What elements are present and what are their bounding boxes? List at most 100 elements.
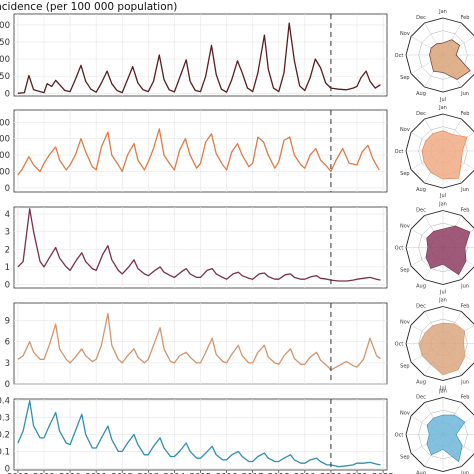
radar-month-label: Jan: [438, 9, 447, 15]
y-tick-label: 200: [0, 21, 10, 31]
radar-month-label: Feb: [461, 207, 470, 213]
x-tick-label: 2008: [7, 473, 29, 474]
y-tick-label: 6: [5, 338, 10, 348]
radar-3: JanFebMarAprMayJunJulAugSepOctNovDec: [395, 202, 474, 296]
radar-month-label: Sep: [400, 364, 409, 370]
radar-2: JanFebMarAprMayJunJulAugSepOctNovDec: [395, 105, 474, 199]
radar-month-label: Jan: [438, 105, 447, 111]
y-tick-label: 200: [0, 151, 10, 161]
radar-month-label: Jun: [460, 284, 469, 290]
y-tick-label: 0: [5, 184, 10, 194]
radar-month-label: Aug: [416, 91, 426, 97]
radar-month-label: Jun: [460, 471, 469, 474]
radar-month-label: Nov: [400, 224, 410, 230]
radar-month-label: Nov: [400, 127, 410, 133]
x-tick-label: 2010: [59, 473, 81, 474]
radar-month-label: Jun: [460, 91, 469, 97]
y-tick-label: 100: [0, 55, 10, 65]
radar-month-label: Feb: [461, 303, 470, 309]
radar-month-label: Dec: [416, 303, 426, 309]
radar-month-label: Jan: [438, 389, 447, 395]
seasonality-radars: JanFebMarAprMayJunJulAugSepOctNovDecJanF…: [395, 9, 474, 474]
radar-month-label: Oct: [395, 433, 404, 439]
x-tick-label: 2017: [242, 473, 264, 474]
radar-month-label: Jan: [438, 202, 447, 208]
radar-season-shape: [421, 130, 468, 180]
radar-month-label: Nov: [400, 411, 410, 417]
radar-month-label: Feb: [461, 394, 470, 400]
y-tick-label: 300: [0, 135, 10, 145]
radar-month-label: Dec: [416, 15, 426, 21]
y-axis-label: Incidence (per 100 000 population): [0, 1, 177, 13]
x-tick-label: 2013: [138, 473, 160, 474]
radar-month-label: Jan: [438, 298, 447, 304]
panel-1: 0 50 100 150 200: [0, 13, 388, 99]
radar-month-label: Nov: [400, 320, 410, 326]
radar-month-label: Sep: [400, 75, 409, 81]
radar-month-label: Sep: [400, 268, 409, 274]
radar-month-label: Sep: [400, 171, 409, 177]
radar-1: JanFebMarAprMayJunJulAugSepOctNovDec: [395, 9, 474, 103]
y-tick-label: 9: [5, 317, 10, 327]
series-line-1: [17, 22, 381, 94]
x-axis-ticks: 2008 2009 2010 2011 2012 2013 2014 2015 2016 2017…: [7, 470, 394, 474]
x-tick-label: 2015: [190, 473, 212, 474]
radar-month-label: Feb: [461, 15, 470, 21]
x-tick-label: 2022: [372, 473, 394, 474]
radar-month-label: Oct: [395, 53, 404, 59]
y-tick-label: 0.1: [0, 447, 10, 457]
series-line-3: [17, 208, 381, 282]
radar-month-label: Aug: [416, 187, 426, 193]
x-tick-label: 2009: [33, 473, 55, 474]
y-tick-label: 0.3: [0, 414, 10, 424]
panel-5: 0 0.1 0.2 0.3 0.4: [0, 397, 388, 474]
radar-5: JanFebMarAprMayJunJulAugSepOctNovDec: [395, 389, 474, 474]
radar-month-label: Dec: [416, 111, 426, 117]
radar-month-label: Oct: [395, 246, 404, 252]
radar-season-shape: [419, 322, 466, 376]
y-tick-label: 2: [5, 245, 10, 255]
radar-month-label: Jul: [439, 290, 446, 296]
radar-month-label: Oct: [395, 342, 404, 348]
time-series-panels: 0 50 100 150 200 0 100 200 300 400 0 1 2 3 4 0 3 6 9 0 0.1 0.…: [0, 13, 388, 474]
panel-3: 0 1 2 3 4: [5, 206, 388, 290]
radar-4: JanFebMarAprMayJunJulAugSepOctNovDec: [395, 298, 474, 392]
y-tick-label: 150: [0, 38, 10, 48]
radar-season-shape: [425, 225, 471, 276]
y-tick-label: 1: [5, 263, 10, 273]
radar-month-label: Sep: [400, 455, 409, 461]
radar-season-shape: [429, 39, 471, 80]
radar-month-label: Jul: [439, 193, 446, 199]
y-tick-label: 0: [5, 380, 10, 390]
y-tick-label: 4: [5, 210, 10, 220]
y-tick-label: 100: [0, 168, 10, 178]
radar-month-label: Dec: [416, 394, 426, 400]
x-tick-label: 2021: [346, 473, 368, 474]
y-tick-label: 0: [5, 464, 10, 474]
radar-month-label: Jul: [439, 97, 446, 103]
y-tick-label: 3: [5, 359, 10, 369]
radar-month-label: Jul: [439, 386, 446, 392]
y-tick-label: 0.4: [0, 397, 10, 407]
x-tick-label: 2011: [85, 473, 107, 474]
radar-season-shape: [426, 414, 466, 463]
x-tick-label: 2016: [216, 473, 238, 474]
y-tick-label: 3: [5, 228, 10, 238]
radar-month-label: Oct: [395, 149, 404, 155]
series-line-2: [17, 128, 380, 176]
panel-2: 0 100 200 300 400: [0, 109, 388, 194]
series-line-4: [17, 312, 381, 371]
radar-month-label: Aug: [416, 380, 426, 386]
series-line-5: [17, 400, 381, 468]
x-tick-label: 2019: [294, 473, 316, 474]
radar-month-label: Dec: [416, 207, 426, 213]
radar-month-label: Feb: [461, 111, 470, 117]
radar-month-label: Jun: [460, 380, 469, 386]
y-tick-label: 400: [0, 118, 10, 128]
radar-month-label: Nov: [400, 31, 410, 37]
panel-4: 0 3 6 9: [5, 302, 388, 390]
y-tick-label: 0: [5, 280, 10, 290]
radar-month-label: Aug: [416, 471, 426, 474]
radar-month-label: Aug: [416, 284, 426, 290]
